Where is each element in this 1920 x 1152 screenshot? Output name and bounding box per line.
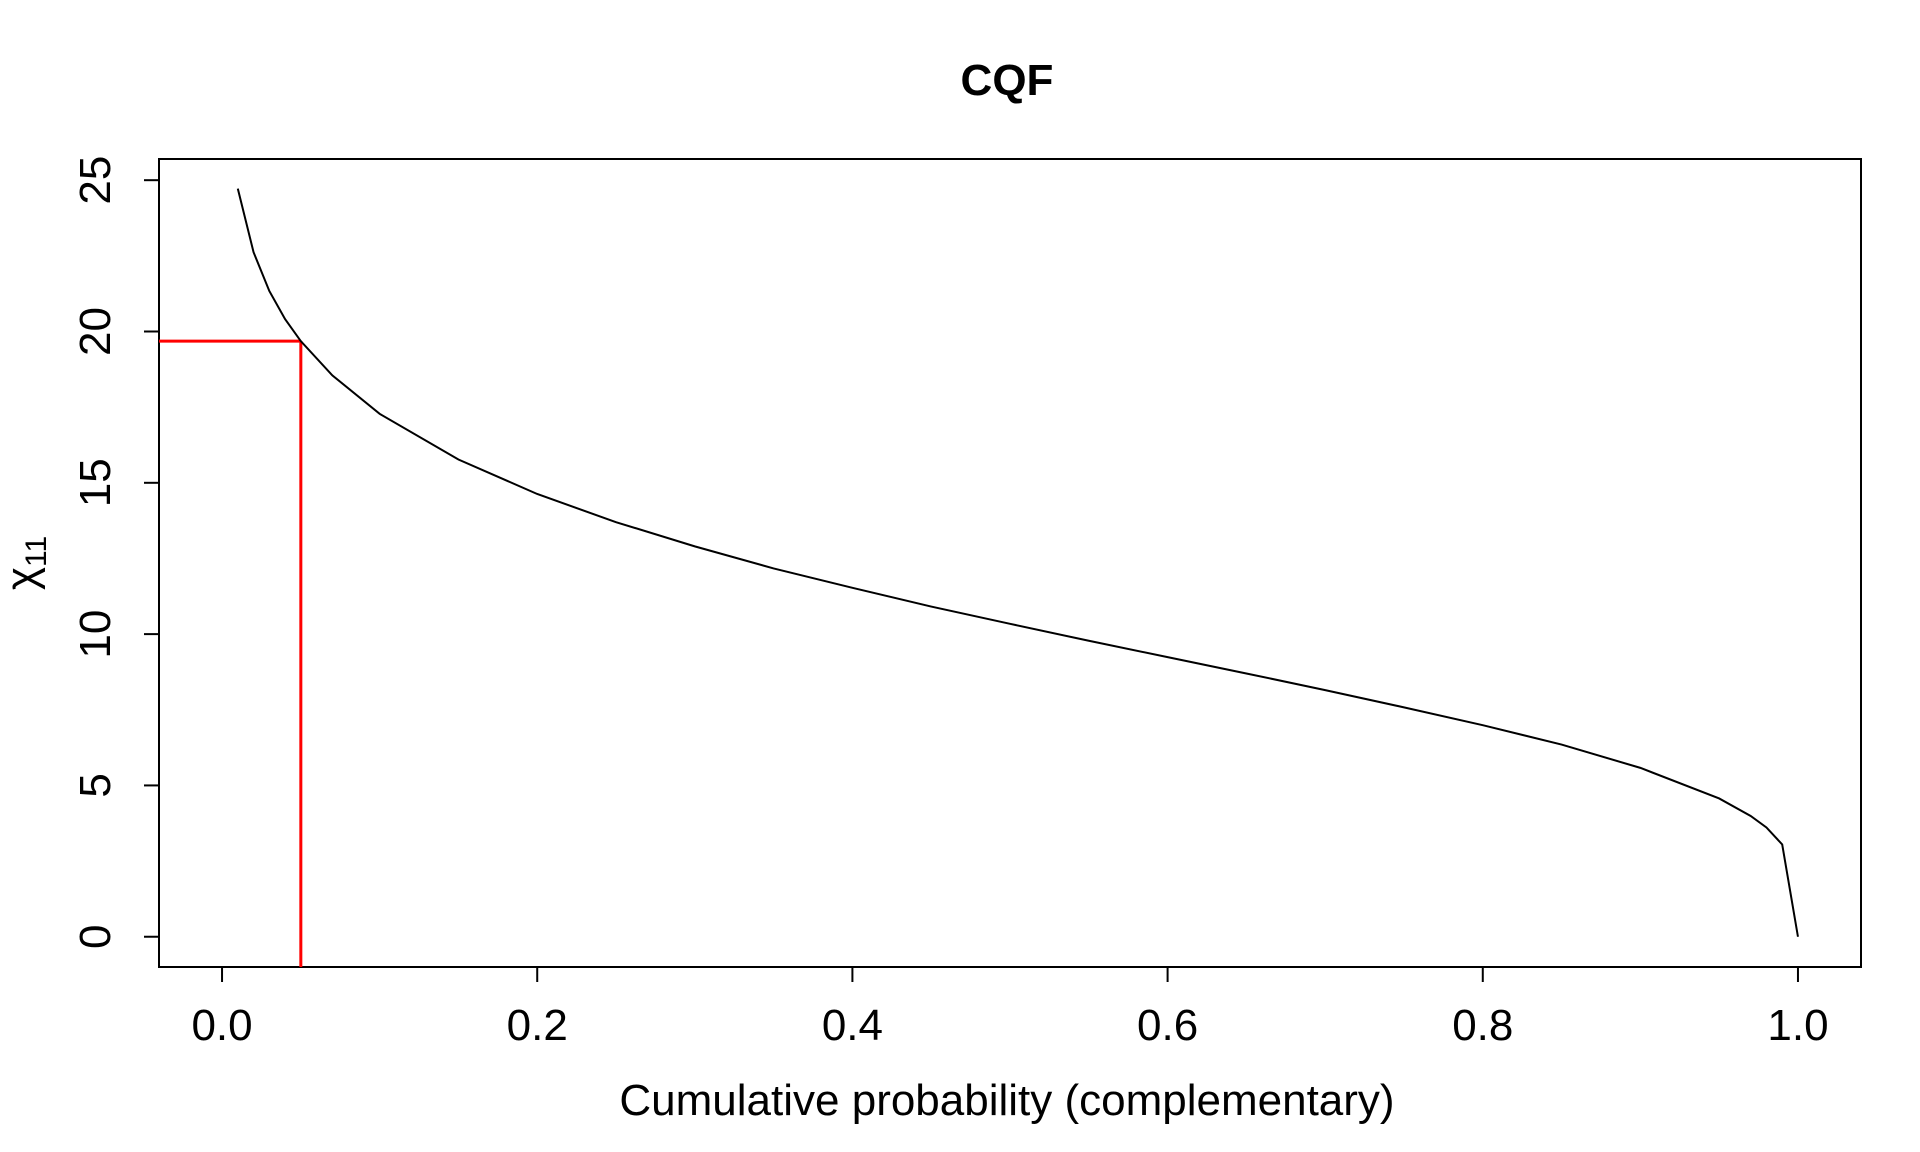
y-tick-label: 10 <box>71 610 120 659</box>
critical-value-marker <box>159 339 303 967</box>
x-axis-title: Cumulative probability (complementary) <box>619 1076 1394 1125</box>
x-tick-label: 0.4 <box>822 1001 883 1050</box>
y-axis-title-subscript: 11 <box>20 536 53 567</box>
x-axis: 0.0 0.2 0.4 0.6 0.8 1.0 <box>191 966 1829 1050</box>
cqf-curve <box>236 188 1799 937</box>
y-tick-label: 25 <box>71 156 120 205</box>
y-tick-label: 0 <box>71 924 120 948</box>
x-tick-label: 0.8 <box>1452 1001 1513 1050</box>
y-tick-label: 20 <box>71 307 120 356</box>
x-tick-label: 0.0 <box>191 1001 252 1050</box>
x-tick-label: 1.0 <box>1767 1001 1828 1050</box>
y-axis-title: χ11 <box>0 536 53 590</box>
plot-frame <box>158 158 1862 968</box>
y-axis: 0 5 10 15 20 25 <box>71 156 160 949</box>
y-tick-label: 5 <box>71 773 120 797</box>
x-tick-label: 0.2 <box>507 1001 568 1050</box>
chart-title: CQF <box>961 56 1054 105</box>
x-tick-label: 0.6 <box>1137 1001 1198 1050</box>
y-tick-label: 15 <box>71 458 120 507</box>
y-axis-title-symbol: χ <box>0 567 46 590</box>
